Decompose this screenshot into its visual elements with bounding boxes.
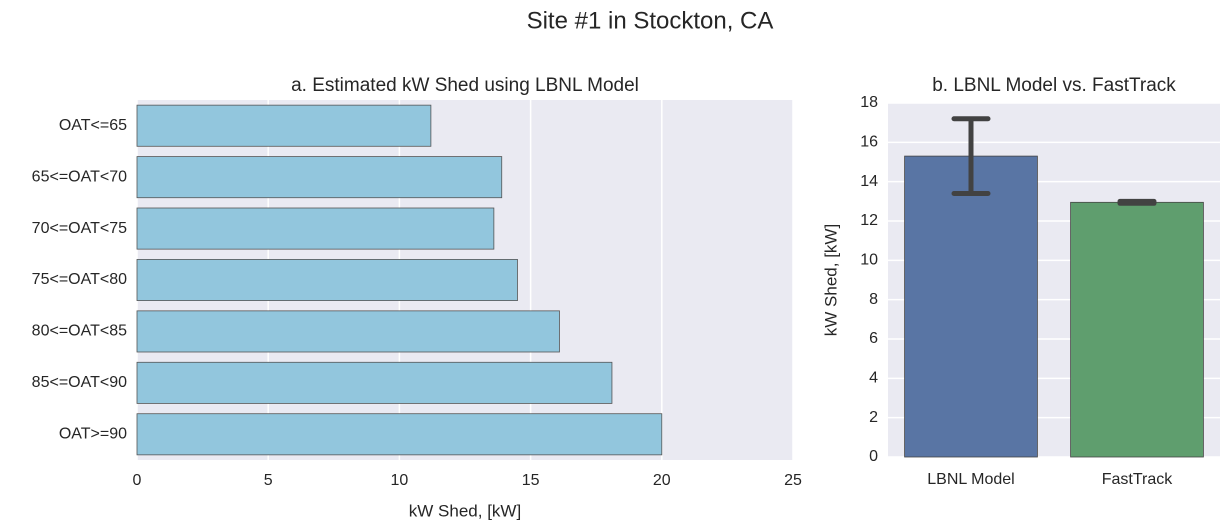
- x-axis-label: kW Shed, [kW]: [409, 501, 521, 520]
- x-tick-label: 10: [391, 472, 409, 489]
- bar: [904, 155, 1038, 458]
- y-tick-label: 4: [869, 370, 878, 387]
- y-tick-label: 0: [869, 448, 878, 465]
- subplot-title: a. Estimated kW Shed using LBNL Model: [291, 75, 639, 96]
- bar: [136, 361, 613, 404]
- y-tick-label: 75<=OAT<80: [32, 271, 127, 288]
- y-tick-label: 85<=OAT<90: [32, 374, 127, 391]
- y-tick-label: OAT>=90: [59, 426, 127, 443]
- bar: [136, 259, 518, 301]
- y-tick-label: 14: [860, 173, 878, 190]
- bar: [1070, 201, 1204, 458]
- y-tick-label: 6: [869, 330, 878, 347]
- bar: [136, 156, 503, 199]
- bar: [136, 310, 560, 353]
- y-tick-label: 70<=OAT<75: [32, 220, 127, 237]
- y-axis-label: kW Shed, [kW]: [821, 224, 840, 336]
- y-tick-label: 2: [869, 409, 878, 426]
- x-tick-label: 25: [784, 472, 802, 489]
- x-tick-label: 20: [653, 472, 671, 489]
- y-tick-label: OAT<=65: [59, 117, 127, 134]
- y-tick-label: 16: [860, 134, 878, 151]
- y-tick-label: 8: [869, 291, 878, 308]
- bar: [136, 207, 495, 250]
- y-tick-label: 80<=OAT<85: [32, 323, 127, 340]
- x-tick-label: 5: [264, 472, 273, 489]
- y-tick-label: 18: [860, 94, 878, 111]
- y-tick-label: 10: [860, 252, 878, 269]
- x-tick-label: FastTrack: [1102, 471, 1174, 488]
- figure-title: Site #1 in Stockton, CA: [527, 7, 774, 34]
- x-tick-label: 0: [133, 472, 142, 489]
- y-tick-label: 12: [860, 212, 878, 229]
- subplot-title: b. LBNL Model vs. FastTrack: [932, 75, 1176, 96]
- bar: [136, 413, 663, 456]
- bar: [136, 104, 432, 147]
- x-tick-label: LBNL Model: [927, 471, 1014, 488]
- x-tick-label: 15: [522, 472, 540, 489]
- y-tick-label: 65<=OAT<70: [32, 168, 127, 185]
